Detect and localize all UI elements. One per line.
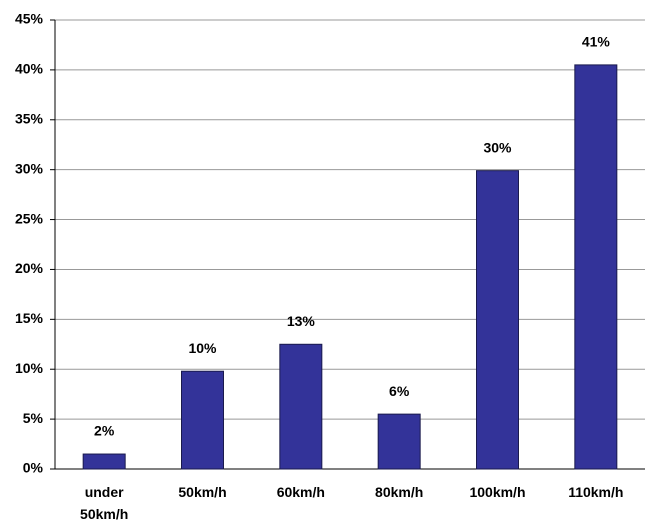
- data-label: 2%: [94, 423, 115, 439]
- data-label: 6%: [389, 383, 410, 399]
- bar: [82, 453, 126, 470]
- data-label: 10%: [188, 340, 217, 356]
- y-tick-label: 45%: [15, 11, 44, 27]
- x-tick-label: 60km/h: [276, 484, 325, 500]
- y-tick-label: 40%: [15, 61, 44, 77]
- bar: [476, 170, 519, 470]
- x-tick-label: 80km/h: [375, 484, 424, 500]
- y-tick-label: 10%: [15, 360, 44, 376]
- bar: [574, 64, 618, 470]
- bar: [279, 343, 323, 470]
- y-tick-label: 30%: [15, 160, 44, 176]
- data-label: 13%: [287, 313, 316, 329]
- x-tick-label: 110km/h: [568, 484, 624, 500]
- bar: [181, 370, 224, 470]
- y-tick-label: 35%: [15, 110, 44, 126]
- y-tick-label: 20%: [15, 260, 44, 276]
- y-tick-label: 25%: [15, 210, 44, 226]
- y-tick-label: 15%: [15, 310, 44, 326]
- y-tick-label: 0%: [23, 460, 44, 476]
- x-tick-label: 100km/h: [469, 484, 526, 500]
- data-label: 41%: [582, 34, 611, 50]
- data-label: 30%: [483, 139, 512, 155]
- x-tick-label: under 50km/h: [80, 484, 129, 522]
- x-tick-label: 50km/h: [178, 484, 227, 500]
- y-tick-label: 5%: [23, 410, 44, 426]
- bar: [377, 413, 421, 470]
